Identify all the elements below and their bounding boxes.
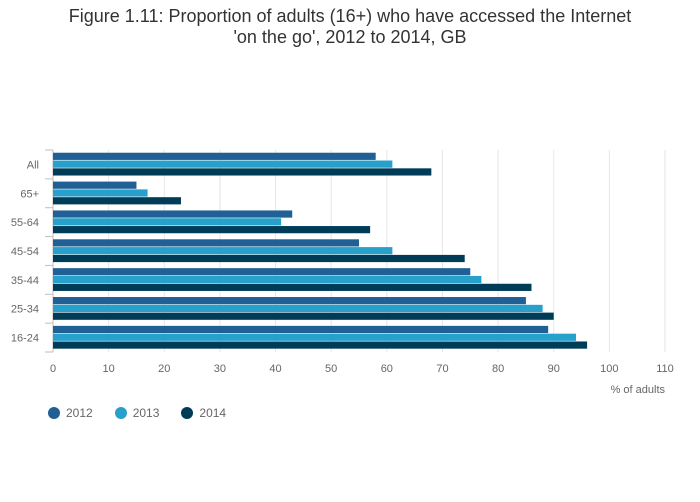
- legend-marker-2012: [48, 407, 60, 419]
- x-tick-label: 0: [50, 363, 56, 375]
- bar-25-34-2012[interactable]: [53, 297, 526, 305]
- y-tick-label: 45-54: [11, 246, 39, 258]
- x-tick-label: 100: [600, 363, 618, 375]
- y-tick-label: 25-34: [11, 304, 39, 316]
- chart-title-line-2: 'on the go', 2012 to 2014, GB: [233, 27, 467, 47]
- legend-label-2013: 2013: [132, 406, 160, 420]
- x-tick-label: 80: [492, 363, 504, 375]
- bar-35-44-2012[interactable]: [53, 268, 471, 276]
- bar-45-54-2014[interactable]: [53, 254, 465, 263]
- bar-45-54-2012[interactable]: [53, 239, 359, 247]
- bar-35-44-2014[interactable]: [53, 283, 532, 291]
- x-tick-label: 40: [269, 363, 281, 375]
- bar-65+-2013[interactable]: [53, 189, 148, 197]
- x-tick-label: 90: [548, 363, 560, 375]
- legend-item-2013[interactable]: 2013: [114, 406, 160, 420]
- x-axis-title: % of adults: [611, 384, 666, 396]
- bar-65+-2012[interactable]: [53, 181, 137, 189]
- bar-16-24-2013[interactable]: [53, 333, 576, 341]
- x-tick-label: 50: [325, 363, 337, 375]
- chart-title-line-1: Figure 1.11: Proportion of adults (16+) …: [68, 6, 632, 26]
- legend: 2012 2013 2014: [48, 406, 248, 420]
- y-tick-label: 65+: [20, 188, 39, 200]
- bar-35-44-2013[interactable]: [53, 275, 482, 284]
- x-tick-label: 60: [381, 363, 393, 375]
- chart-title: Figure 1.11: Proportion of adults (16+) …: [0, 6, 700, 48]
- bar-25-34-2014[interactable]: [53, 312, 554, 320]
- legend-label-2014: 2014: [199, 406, 227, 420]
- bar-All-2012[interactable]: [53, 152, 376, 160]
- bar-45-54-2013[interactable]: [53, 247, 393, 255]
- legend-marker-2014: [181, 407, 194, 419]
- y-tick-label: 35-44: [11, 275, 39, 287]
- y-tick-label: 16-24: [11, 333, 39, 345]
- bar-25-34-2013[interactable]: [53, 304, 543, 313]
- bar-55-64-2012[interactable]: [53, 210, 293, 218]
- x-tick-label: 20: [158, 363, 170, 375]
- y-tick-label: 55-64: [11, 217, 39, 229]
- bar-All-2013[interactable]: [53, 160, 393, 168]
- x-tick-label: 70: [436, 363, 448, 375]
- bar-16-24-2012[interactable]: [53, 325, 549, 334]
- x-tick-label: 30: [214, 363, 226, 375]
- bar-55-64-2013[interactable]: [53, 218, 282, 226]
- legend-label-2012: 2012: [66, 406, 93, 420]
- bar-65+-2014[interactable]: [53, 197, 181, 205]
- x-tick-label: 10: [103, 363, 115, 375]
- x-tick-label: 110: [656, 363, 674, 375]
- legend-item-2012[interactable]: 2012: [48, 406, 93, 420]
- legend-item-2014[interactable]: 2014: [181, 406, 226, 420]
- bar-16-24-2014[interactable]: [53, 341, 588, 349]
- bar-55-64-2014[interactable]: [53, 226, 371, 234]
- legend-marker-2013: [114, 407, 127, 419]
- bar-All-2014[interactable]: [53, 168, 432, 176]
- y-tick-label: All: [27, 159, 39, 171]
